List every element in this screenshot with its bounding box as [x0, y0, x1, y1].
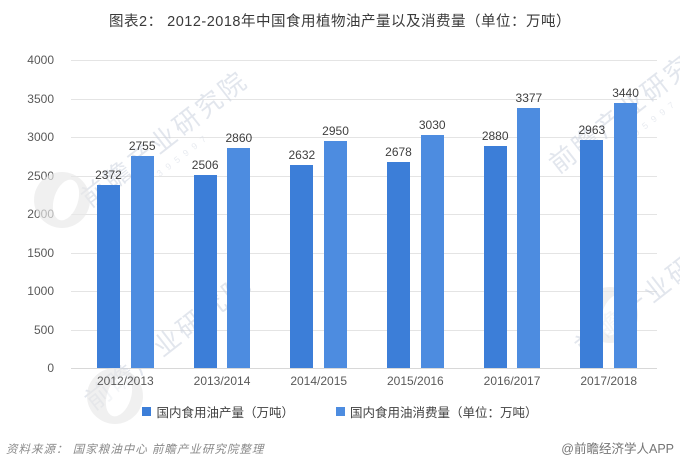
bar-production	[96, 185, 120, 368]
bar-consumption	[324, 140, 348, 368]
bar-value-label: 3377	[515, 91, 543, 105]
y-axis-tick-label: 1500	[27, 245, 54, 260]
bar-production	[483, 146, 507, 368]
bar-consumption	[614, 103, 638, 368]
x-axis-label: 2017/2018	[580, 374, 638, 388]
bar-cell: 3440	[612, 86, 639, 368]
bar-value-label: 2372	[95, 168, 122, 183]
bar-consumption	[420, 134, 444, 368]
y-axis-tick-label: 500	[33, 322, 54, 337]
y-axis-tick-label: 1000	[27, 284, 54, 298]
bar-pair: 2372 2755	[95, 60, 156, 368]
x-axis-label: 2013/2014	[193, 374, 251, 388]
bar-production	[193, 175, 217, 368]
legend-item: 国内食用油消费量（单位：万吨）	[336, 402, 538, 421]
bar-pair: 2678 3030	[385, 60, 446, 368]
brand-credit: @前瞻经济学人APP	[561, 442, 674, 456]
bar-cell: 2950	[322, 124, 349, 368]
bar-pair: 2963 3440	[578, 60, 639, 368]
bar-value-label: 2860	[225, 130, 253, 145]
x-axis: 2012/2013 2013/2014 2014/2015 2015/2016 2016…	[77, 374, 657, 388]
y-axis-tick-label: 3500	[27, 91, 54, 106]
bar-value-label: 2880	[481, 129, 509, 144]
bar-value-label: 2678	[385, 144, 412, 159]
bar-value-label: 3440	[612, 86, 639, 101]
bar-pair: 2506 2860	[192, 60, 252, 368]
legend-swatch-icon	[336, 407, 345, 416]
bar-pair: 2632 2950	[288, 60, 349, 368]
bar-production	[290, 165, 314, 368]
y-axis-tick-label: 3000	[27, 130, 54, 144]
bar-cell: 3377	[515, 91, 543, 368]
bar-cell: 2963	[578, 123, 605, 368]
bar-cell: 2632	[288, 148, 315, 368]
bar-value-label: 2963	[578, 122, 606, 137]
bar-consumption	[517, 108, 541, 368]
gridline	[71, 175, 657, 177]
bar-consumption	[130, 155, 154, 368]
bar-value-label: 2506	[191, 158, 219, 172]
bar-group: 2678 3030	[367, 60, 464, 368]
bar-pair: 2880 3377	[482, 60, 542, 368]
source-note: 资料来源： 国家粮油中心 前瞻产业研究院整理	[6, 444, 265, 456]
bar-group: 2632 2950	[270, 60, 367, 368]
x-axis-label: 2015/2016	[386, 374, 444, 388]
bar-cell: 2372	[95, 168, 122, 368]
gridline	[71, 214, 657, 215]
gridline	[71, 291, 657, 292]
bar-cell: 2880	[482, 129, 509, 368]
legend-item-label: 国内食用油消费量（单位：万吨）	[350, 406, 538, 420]
bar-production	[386, 161, 410, 368]
gridline	[71, 368, 657, 369]
chart-title: 图表2： 2012-2018年中国食用植物油产量以及消费量（单位：万吨）	[109, 14, 571, 30]
x-axis-label: 2016/2017	[483, 374, 541, 388]
bar-group: 2880 3377	[464, 60, 561, 368]
bar-group: 2372 2755	[77, 60, 174, 368]
legend-swatch-icon	[142, 407, 152, 416]
gridline	[71, 60, 657, 61]
bar-production	[580, 139, 604, 368]
bar-value-label: 2632	[288, 148, 316, 163]
y-axis: 4000 3500 3000 2500 2000 1500 1000 500 0	[0, 53, 66, 375]
y-axis-tick-label: 0	[47, 361, 54, 375]
y-axis-tick-label: 2500	[27, 168, 54, 183]
bar-value-label: 2755	[128, 138, 156, 153]
gridline	[71, 137, 657, 138]
legend-item: 国内食用油产量（万吨）	[142, 402, 294, 421]
bar-consumption	[227, 147, 251, 368]
bar-cell: 2755	[129, 139, 156, 368]
bar-value-label: 3030	[418, 117, 446, 132]
bar-cell: 2860	[225, 130, 253, 368]
plot-area: 2372 2755 2506 2860 2632 2950 2678 3030 2880 3377…	[71, 60, 657, 369]
x-axis-label: 2014/2015	[290, 374, 348, 388]
bar-cell: 2506	[192, 158, 219, 368]
y-axis-tick-label: 2000	[27, 207, 54, 221]
gridline	[71, 252, 657, 254]
x-axis-label: 2012/2013	[96, 374, 154, 388]
gridline	[71, 98, 657, 100]
legend: 国内食用油产量（万吨） 国内食用油消费量（单位：万吨）	[0, 402, 680, 421]
legend-item-label: 国内食用油产量（万吨）	[156, 406, 294, 420]
bar-group: 2506 2860	[174, 60, 271, 368]
y-axis-tick-label: 4000	[27, 53, 54, 67]
bar-group: 2963 3440	[560, 60, 657, 368]
bar-cell: 3030	[419, 118, 446, 368]
bar-groups: 2372 2755 2506 2860 2632 2950 2678 3030 2880 3377…	[77, 60, 657, 368]
bar-value-label: 2950	[322, 123, 349, 138]
gridline	[71, 329, 657, 331]
bar-cell: 2678	[385, 145, 412, 368]
